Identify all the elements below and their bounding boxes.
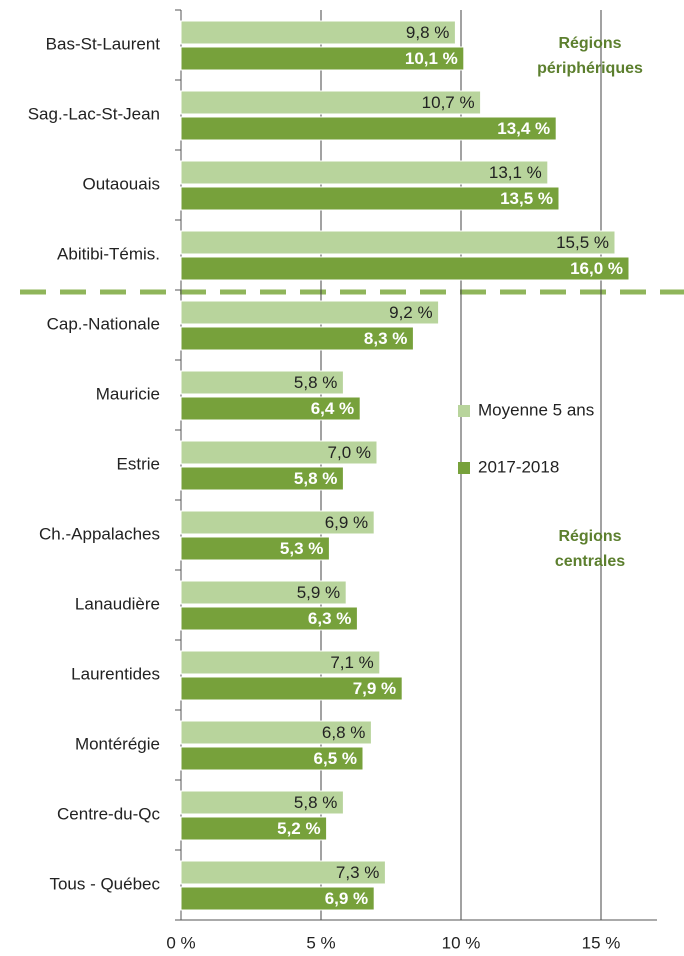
value-label: 6,9 % — [325, 513, 368, 532]
value-label: 15,5 % — [556, 233, 609, 252]
x-tick-label: 5 % — [306, 933, 335, 952]
annotation: centrales — [555, 553, 625, 570]
value-label: 6,9 % — [325, 889, 368, 908]
bar — [180, 300, 440, 325]
x-tick-label: 10 % — [442, 933, 481, 952]
annotation: Régions — [558, 35, 621, 52]
y-tick-label: Cap.-Nationale — [47, 314, 160, 333]
bar — [180, 160, 549, 185]
value-label: 16,0 % — [570, 259, 623, 278]
bar — [180, 676, 403, 701]
value-label: 5,8 % — [294, 793, 337, 812]
legend-swatch — [458, 405, 470, 417]
bar — [180, 790, 344, 815]
value-label: 10,1 % — [405, 49, 458, 68]
bar — [180, 186, 560, 211]
value-label: 5,2 % — [277, 819, 320, 838]
bar — [180, 886, 375, 911]
y-tick-label: Montérégie — [75, 734, 160, 753]
value-label: 9,8 % — [406, 23, 449, 42]
bar — [180, 90, 482, 115]
value-label: 9,2 % — [389, 303, 432, 322]
bar — [180, 370, 344, 395]
bar — [180, 536, 330, 561]
legend-label: Moyenne 5 ans — [478, 400, 594, 419]
value-label: 13,1 % — [489, 163, 542, 182]
value-label: 5,8 % — [294, 469, 337, 488]
y-tick-label: Outaouais — [83, 174, 161, 193]
x-tick-label: 15 % — [582, 933, 621, 952]
y-tick-label: Estrie — [117, 454, 160, 473]
bar — [180, 466, 344, 491]
bar — [180, 720, 372, 745]
bar — [180, 116, 557, 141]
value-label: 7,3 % — [336, 863, 379, 882]
bar — [180, 256, 630, 281]
value-label: 13,5 % — [500, 189, 553, 208]
value-label: 7,0 % — [328, 443, 371, 462]
bar — [180, 396, 361, 421]
value-label: 6,8 % — [322, 723, 365, 742]
y-tick-label: Tous - Québec — [49, 874, 160, 893]
y-tick-label: Centre-du-Qc — [57, 804, 160, 823]
value-label: 13,4 % — [497, 119, 550, 138]
bar — [180, 816, 328, 841]
value-label: 10,7 % — [422, 93, 475, 112]
value-label: 6,4 % — [311, 399, 354, 418]
annotation: périphériques — [537, 60, 643, 77]
y-tick-label: Sag.-Lac-St-Jean — [28, 104, 160, 123]
bar — [180, 46, 465, 71]
y-tick-label: Mauricie — [96, 384, 160, 403]
y-tick-label: Lanaudière — [75, 594, 160, 613]
value-label: 5,3 % — [280, 539, 323, 558]
x-tick-label: 0 % — [166, 933, 195, 952]
bar — [180, 580, 347, 605]
y-tick-label: Abitibi-Témis. — [57, 244, 160, 263]
bar — [180, 606, 358, 631]
value-label: 7,1 % — [330, 653, 373, 672]
value-label: 7,9 % — [353, 679, 396, 698]
bar — [180, 650, 381, 675]
bar — [180, 326, 414, 351]
bar — [180, 860, 386, 885]
y-tick-label: Laurentides — [71, 664, 160, 683]
value-label: 5,9 % — [297, 583, 340, 602]
value-label: 6,3 % — [308, 609, 351, 628]
value-label: 5,8 % — [294, 373, 337, 392]
bar — [180, 746, 364, 771]
bar — [180, 510, 375, 535]
bar — [180, 230, 616, 255]
value-label: 6,5 % — [314, 749, 357, 768]
y-tick-label: Ch.-Appalaches — [39, 524, 160, 543]
legend-swatch — [458, 462, 470, 474]
y-tick-label: Bas-St-Laurent — [46, 34, 161, 53]
bar — [180, 440, 378, 465]
annotation: Régions — [558, 528, 621, 545]
legend-label: 2017-2018 — [478, 457, 559, 476]
value-label: 8,3 % — [364, 329, 407, 348]
bar — [180, 20, 456, 45]
